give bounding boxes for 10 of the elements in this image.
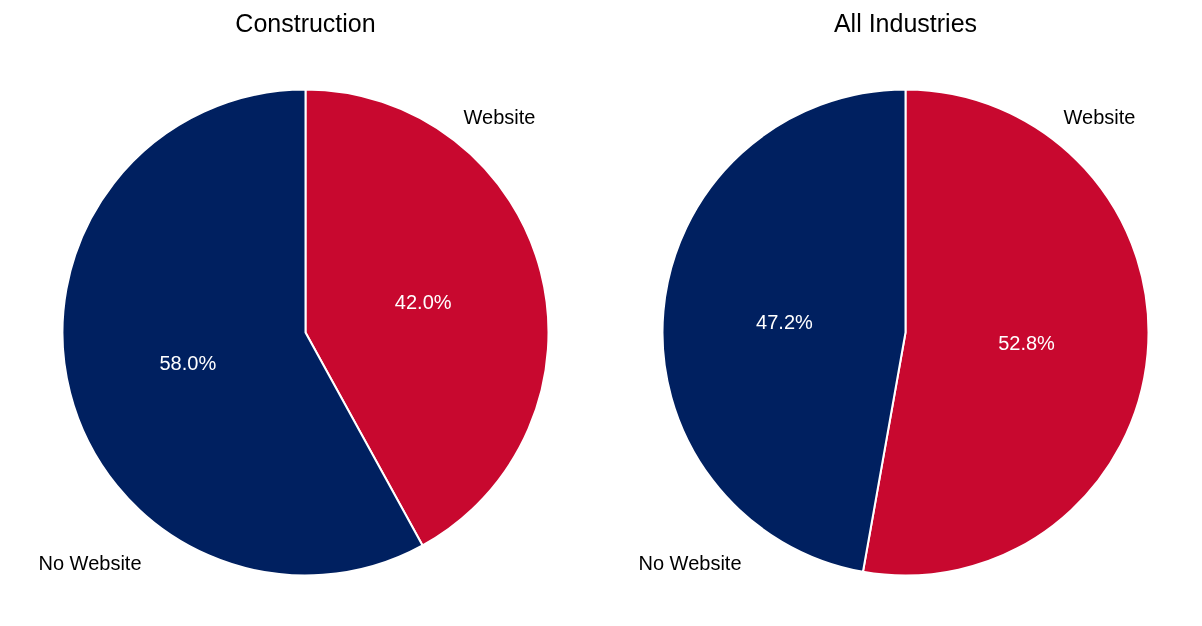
chart-title: All Industries xyxy=(833,8,978,37)
data-label: 42.0% xyxy=(394,291,452,314)
chart-title: Construction xyxy=(235,8,376,37)
slice-label: No Website xyxy=(38,551,142,574)
data-label: 58.0% xyxy=(159,351,217,374)
data-label: 52.8% xyxy=(998,332,1056,355)
slice-label: No Website xyxy=(638,551,742,574)
data-label: 47.2% xyxy=(756,310,814,333)
slice-label: Website xyxy=(1063,105,1136,128)
slice-label: Website xyxy=(463,105,536,128)
